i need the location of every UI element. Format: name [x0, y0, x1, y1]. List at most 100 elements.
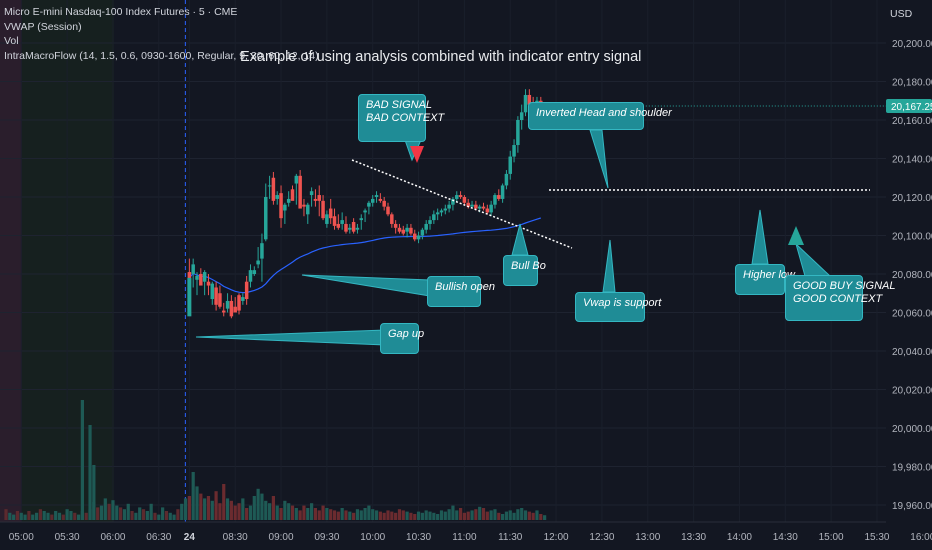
- price-tick-label: 20,200.00: [892, 39, 932, 50]
- candle-body: [344, 223, 348, 232]
- candle-body: [497, 195, 501, 199]
- candle-body: [386, 206, 390, 215]
- volume-bar: [229, 500, 233, 520]
- volume-bar: [111, 500, 115, 520]
- candle-body: [359, 218, 364, 221]
- volume-bar: [512, 512, 516, 520]
- candle-body: [302, 204, 306, 207]
- candle-body: [455, 195, 459, 199]
- volume-bar: [241, 498, 245, 520]
- volume-bar: [153, 512, 157, 520]
- volume-bar: [46, 512, 50, 520]
- volume-bar: [134, 512, 138, 520]
- volume-bar: [119, 507, 123, 520]
- time-tick-label: 10:30: [406, 532, 431, 543]
- candle-body: [294, 175, 299, 184]
- volume-bar: [107, 503, 111, 520]
- time-tick-label: 16:00: [910, 532, 932, 543]
- candle-body: [210, 283, 215, 300]
- price-tick-label: 20,180.00: [892, 78, 932, 89]
- candle-body: [481, 206, 486, 209]
- time-tick-label: 14:30: [773, 532, 798, 543]
- volume-bar: [413, 514, 417, 520]
- candle-body: [348, 227, 352, 230]
- volume-bar: [84, 512, 88, 520]
- premarket-shade: [0, 0, 22, 522]
- time-tick-label: 05:00: [9, 532, 34, 543]
- candle-body: [332, 216, 337, 226]
- time-tick-label: 12:30: [589, 532, 614, 543]
- candle-body: [370, 198, 375, 203]
- legend-vwap[interactable]: VWAP (Session): [4, 20, 82, 33]
- volume-bar: [92, 465, 96, 520]
- volume-bar: [478, 506, 482, 520]
- volume-bar: [302, 505, 306, 520]
- volume-bar: [508, 510, 512, 520]
- candle-body: [195, 275, 199, 280]
- volume-bar: [504, 511, 509, 520]
- volume-bar: [394, 512, 398, 520]
- volume-bar: [88, 425, 92, 520]
- callout-good-signal-line2: GOOD CONTEXT: [793, 293, 883, 305]
- candle-body: [470, 204, 474, 207]
- candle-body: [336, 223, 341, 228]
- volume-bar: [378, 511, 382, 520]
- legend-symbol[interactable]: Micro E-mini Nasdaq-100 Index Futures · …: [4, 6, 238, 18]
- volume-bar: [248, 505, 253, 520]
- volume-bar: [344, 510, 348, 520]
- volume-bar: [180, 503, 184, 520]
- time-tick-label: 10:00: [360, 532, 385, 543]
- candle-body: [317, 195, 321, 201]
- volume-bar: [42, 511, 46, 520]
- volume-bar: [256, 488, 260, 520]
- volume-bar: [432, 512, 436, 520]
- volume-bar: [27, 511, 31, 520]
- volume-bar: [191, 472, 195, 520]
- volume-bar: [222, 484, 226, 520]
- volume-bar: [99, 505, 104, 520]
- callout-higher-low: Higher low: [735, 264, 795, 295]
- candle-body: [519, 112, 524, 120]
- volume-bar: [424, 510, 428, 520]
- price-tick-label: 20,120.00: [892, 193, 932, 204]
- candle-body: [275, 195, 279, 199]
- callout-bad-signal-line2: BAD CONTEXT: [366, 112, 445, 124]
- price-tick-label: 19,980.00: [892, 463, 932, 474]
- volume-bar: [50, 514, 54, 520]
- candle-body: [447, 204, 451, 209]
- volume-bar: [447, 509, 451, 520]
- volume-bar: [214, 491, 218, 520]
- callout-bull-bo: Bull Bo: [503, 255, 546, 286]
- volume-bar: [23, 514, 27, 520]
- currency-label[interactable]: USD: [890, 8, 913, 20]
- volume-bar: [348, 511, 352, 520]
- volume-bar: [271, 496, 275, 520]
- candle-body: [214, 287, 218, 305]
- candle-body: [256, 260, 260, 265]
- time-tick-label: 09:30: [314, 532, 339, 543]
- volume-bar: [145, 511, 149, 520]
- volume-bar: [103, 498, 107, 520]
- volume-bar: [355, 509, 360, 520]
- candle-body: [218, 293, 222, 307]
- callout-gap-up: Gap up: [380, 323, 424, 354]
- candle-body: [405, 227, 409, 232]
- volume-bar: [4, 509, 8, 520]
- tail-higher-low: [751, 209, 769, 265]
- candle-body: [424, 223, 428, 230]
- volume-bar: [329, 509, 333, 520]
- candle-body: [279, 193, 283, 219]
- volume-bar: [474, 509, 478, 520]
- legend-indicator[interactable]: IntraMacroFlow (14, 1.5, 0.6, 0930-1600,…: [4, 49, 319, 62]
- volume-bar: [8, 512, 12, 520]
- candle-body: [313, 198, 318, 201]
- volume-bar: [161, 507, 165, 520]
- volume-bar: [287, 503, 291, 520]
- volume-bar: [321, 505, 325, 520]
- legend-volume[interactable]: Vol: [4, 35, 19, 47]
- tail-inverted-hs: [589, 129, 609, 189]
- volume-bar: [382, 512, 386, 520]
- candle-body: [252, 270, 257, 274]
- volume-bar: [359, 510, 363, 520]
